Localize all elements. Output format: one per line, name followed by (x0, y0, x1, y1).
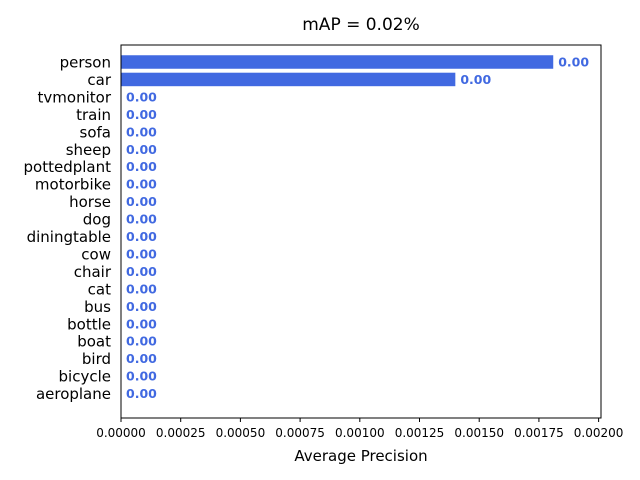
data-label-train: 0.00 (126, 107, 157, 122)
data-label-car: 0.00 (460, 72, 491, 87)
bars-group (121, 55, 554, 87)
data-label-tvmonitor: 0.00 (126, 89, 157, 104)
x-tick-label: 0.00000 (96, 426, 146, 440)
category-label-diningtable: diningtable (27, 228, 111, 246)
category-label-cow: cow (81, 245, 111, 263)
category-label-horse: horse (69, 193, 111, 211)
x-axis-label: Average Precision (294, 447, 427, 465)
chart-title: mAP = 0.02% (302, 15, 420, 35)
x-tick-label: 0.00200 (574, 426, 624, 440)
category-label-pottedplant: pottedplant (24, 158, 112, 176)
category-label-bus: bus (84, 298, 111, 316)
data-label-bottle: 0.00 (126, 316, 157, 331)
data-label-sheep: 0.00 (126, 142, 157, 157)
plot-frame (120, 44, 602, 419)
category-label-sofa: sofa (80, 123, 111, 141)
category-label-bird: bird (82, 350, 111, 368)
data-label-aeroplane: 0.00 (126, 386, 157, 401)
data-label-cat: 0.00 (126, 281, 157, 296)
category-label-car: car (87, 71, 111, 89)
bar-person (121, 55, 554, 69)
category-label-sheep: sheep (66, 141, 111, 159)
x-tick-label: 0.00100 (335, 426, 385, 440)
data-label-diningtable: 0.00 (126, 229, 157, 244)
x-tick-label: 0.00075 (275, 426, 325, 440)
category-labels: personcartvmonitortrainsofasheeppottedpl… (24, 54, 112, 404)
category-label-boat: boat (77, 333, 111, 351)
data-label-person: 0.00 (558, 55, 589, 70)
x-tick-label: 0.00025 (156, 426, 206, 440)
category-label-motorbike: motorbike (35, 176, 111, 194)
category-label-bicycle: bicycle (59, 368, 111, 386)
data-label-pottedplant: 0.00 (126, 159, 157, 174)
bar-car (121, 72, 456, 87)
data-label-motorbike: 0.00 (126, 177, 157, 192)
data-label-bicycle: 0.00 (126, 369, 157, 384)
data-label-bus: 0.00 (126, 299, 157, 314)
x-tick-label: 0.00050 (216, 426, 266, 440)
x-tick-label: 0.00150 (454, 426, 504, 440)
category-label-tvmonitor: tvmonitor (38, 88, 112, 106)
data-label-sofa: 0.00 (126, 124, 157, 139)
category-label-train: train (76, 106, 111, 124)
x-tick-label: 0.00125 (395, 426, 445, 440)
category-label-dog: dog (83, 211, 111, 229)
category-label-cat: cat (88, 280, 111, 298)
data-label-dog: 0.00 (126, 212, 157, 227)
data-label-cow: 0.00 (126, 246, 157, 261)
category-label-bottle: bottle (67, 315, 111, 333)
x-axis-ticks: 0.00000 0.00025 0.00050 0.00075 0.00100 0.001… (96, 418, 623, 440)
data-labels: 0.00 0.00 0.00 0.00 0.00 0.00 0.00 0.00 0.00 0.00… (126, 55, 589, 402)
data-label-bird: 0.00 (126, 351, 157, 366)
data-label-horse: 0.00 (126, 194, 157, 209)
category-label-person: person (60, 54, 111, 72)
data-label-boat: 0.00 (126, 334, 157, 349)
category-label-chair: chair (74, 263, 112, 281)
data-label-chair: 0.00 (126, 264, 157, 279)
category-label-aeroplane: aeroplane (36, 385, 111, 403)
x-tick-label: 0.00175 (514, 426, 564, 440)
